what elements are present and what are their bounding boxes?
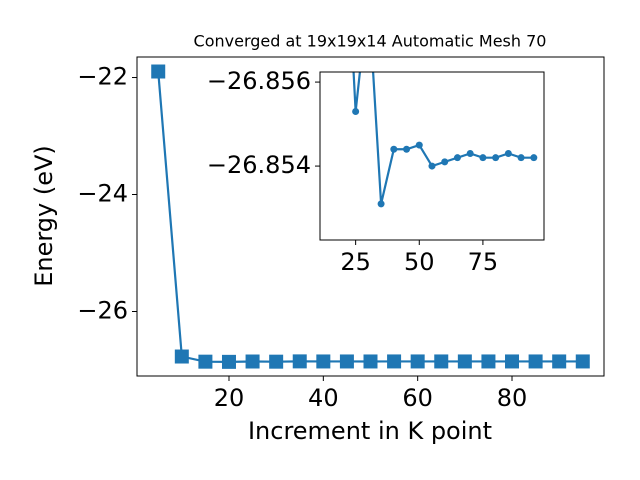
data-marker xyxy=(441,158,449,166)
data-marker xyxy=(410,354,425,369)
data-marker xyxy=(292,354,307,369)
data-marker xyxy=(530,154,538,162)
data-marker xyxy=(363,354,378,369)
data-marker xyxy=(528,354,543,369)
data-marker xyxy=(387,354,402,369)
data-marker xyxy=(479,154,487,162)
x-tick-label: 80 xyxy=(497,384,528,412)
data-marker xyxy=(403,145,411,153)
data-marker xyxy=(504,149,512,157)
x-tick-label: 75 xyxy=(468,248,499,276)
data-marker xyxy=(552,354,567,369)
y-tick-label: −26.856 xyxy=(207,67,311,95)
data-marker xyxy=(377,200,385,208)
data-marker xyxy=(390,145,398,153)
data-marker xyxy=(466,149,474,157)
x-tick-label: 20 xyxy=(214,384,245,412)
y-tick-label: −24 xyxy=(77,180,128,208)
y-tick-label: −22 xyxy=(77,63,128,91)
y-tick-label: −26 xyxy=(77,296,128,324)
x-tick-label: 40 xyxy=(308,384,339,412)
data-marker xyxy=(453,154,461,162)
x-tick-label: 60 xyxy=(402,384,433,412)
data-marker xyxy=(434,354,449,369)
data-marker xyxy=(151,64,166,79)
plot-clip xyxy=(352,72,538,208)
y-tick-label: −26.854 xyxy=(207,151,311,179)
data-marker xyxy=(352,107,360,115)
data-marker xyxy=(481,354,496,369)
data-marker xyxy=(269,354,284,369)
data-marker xyxy=(245,354,260,369)
plot-frame xyxy=(136,56,605,377)
data-marker xyxy=(221,354,236,369)
chart-title: Converged at 19x19x14 Automatic Mesh 70 xyxy=(194,32,547,51)
plot-clip xyxy=(151,64,590,369)
data-marker xyxy=(428,162,436,170)
x-tick-label: 50 xyxy=(404,248,435,276)
data-marker xyxy=(457,354,472,369)
data-marker xyxy=(505,354,520,369)
data-marker xyxy=(339,354,354,369)
data-marker xyxy=(575,354,590,369)
data-marker xyxy=(517,154,525,162)
plot-frame xyxy=(319,71,545,241)
data-marker xyxy=(415,141,423,149)
data-marker xyxy=(316,354,331,369)
data-marker xyxy=(492,154,500,162)
y-axis-label: Energy (eV) xyxy=(30,145,58,287)
data-marker xyxy=(174,349,189,364)
x-axis-label: Increment in K point xyxy=(248,417,492,445)
data-marker xyxy=(198,354,213,369)
x-tick-label: 25 xyxy=(340,248,371,276)
